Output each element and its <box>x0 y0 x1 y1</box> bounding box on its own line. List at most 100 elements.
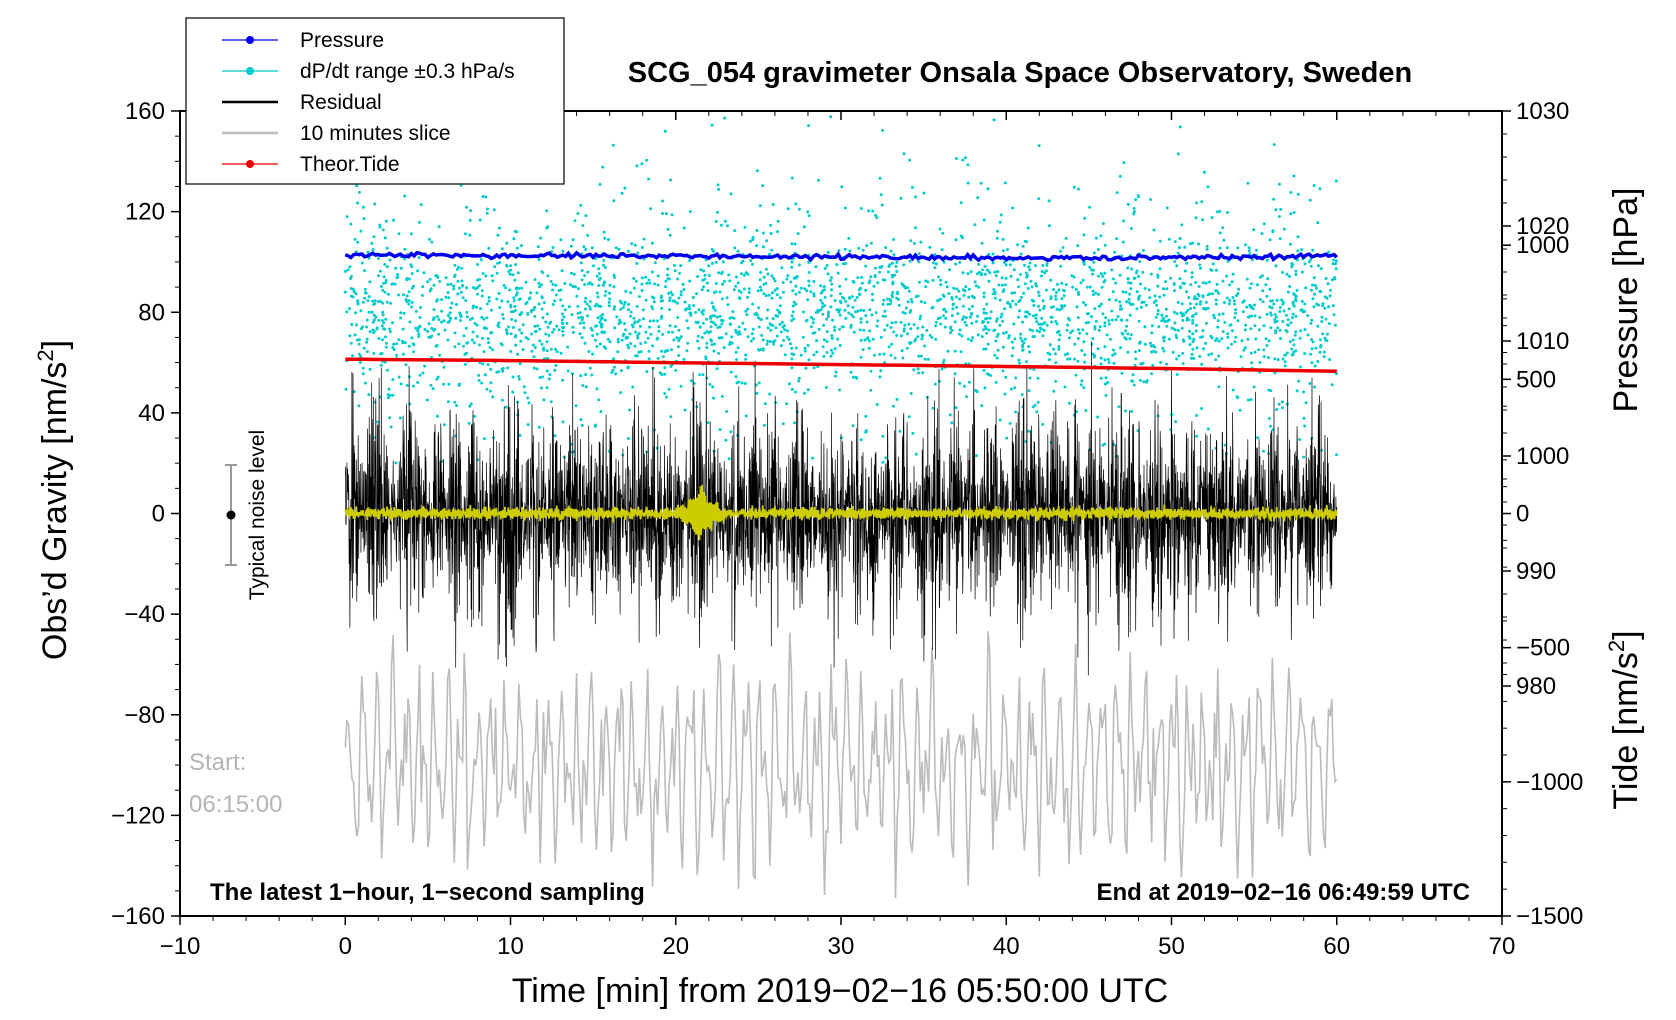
y-tick-label: −40 <box>124 601 165 628</box>
dpdt-point <box>775 334 779 338</box>
dpdt-point <box>674 368 678 372</box>
dpdt-point <box>822 354 826 358</box>
dpdt-point <box>914 337 918 341</box>
dpdt-point <box>509 332 513 336</box>
dpdt-point <box>1275 298 1279 302</box>
dpdt-point <box>973 223 977 227</box>
dpdt-point <box>430 326 434 330</box>
dpdt-point <box>509 264 513 268</box>
dpdt-point <box>744 353 748 357</box>
dpdt-point <box>668 299 672 302</box>
dpdt-point <box>1161 336 1165 340</box>
dpdt-point <box>450 301 454 305</box>
dpdt-point <box>940 367 944 371</box>
dpdt-point <box>616 337 620 341</box>
dpdt-point <box>797 379 801 383</box>
dpdt-point <box>855 376 859 380</box>
dpdt-point <box>899 334 903 338</box>
dpdt-point <box>537 258 541 261</box>
dpdt-point <box>1181 281 1185 285</box>
dpdt-point <box>1253 314 1257 318</box>
dpdt-point <box>976 333 980 337</box>
dpdt-point <box>1121 240 1125 244</box>
dpdt-point <box>782 290 785 294</box>
dpdt-point <box>954 262 958 266</box>
dpdt-point <box>576 212 580 215</box>
dpdt-point <box>619 369 623 373</box>
x-tick-label: 10 <box>497 933 524 960</box>
dpdt-point <box>666 227 670 231</box>
dpdt-point <box>606 238 610 241</box>
dpdt-point <box>1162 339 1166 343</box>
dpdt-point <box>815 339 819 343</box>
dpdt-point <box>1026 274 1029 277</box>
dpdt-point <box>1003 283 1007 287</box>
dpdt-point <box>1141 270 1145 274</box>
dpdt-point <box>588 366 592 370</box>
dpdt-point <box>345 215 349 219</box>
dpdt-point <box>1262 324 1266 328</box>
dpdt-point <box>1111 290 1115 294</box>
residual-line <box>344 341 1338 676</box>
dpdt-point <box>1231 296 1235 299</box>
dpdt-point <box>1035 410 1039 414</box>
dpdt-point <box>989 374 992 377</box>
dpdt-point <box>1032 299 1035 303</box>
y-axis-label-tide-text: Tide [nm/s <box>1607 652 1645 809</box>
dpdt-point <box>446 338 450 342</box>
dpdt-point <box>1308 382 1312 385</box>
dpdt-point <box>1099 356 1103 360</box>
dpdt-point <box>1294 349 1298 353</box>
dpdt-point <box>604 290 608 293</box>
dpdt-point <box>1036 376 1040 380</box>
dpdt-point <box>1313 364 1317 368</box>
dpdt-point <box>426 280 430 284</box>
dpdt-point <box>849 323 853 327</box>
dpdt-point <box>1290 265 1294 269</box>
dpdt-point <box>457 265 460 269</box>
dpdt-point <box>617 247 621 251</box>
dpdt-point <box>1150 331 1154 335</box>
dpdt-point <box>1265 312 1269 316</box>
dpdt-point <box>391 393 395 397</box>
dpdt-point <box>475 323 479 327</box>
dpdt-point <box>505 263 509 267</box>
dpdt-point <box>1194 312 1198 316</box>
dpdt-point <box>906 300 910 304</box>
dpdt-point <box>1282 309 1286 313</box>
dpdt-point <box>1056 330 1059 334</box>
dpdt-point <box>700 336 704 339</box>
dpdt-point <box>895 334 899 337</box>
dpdt-point <box>1175 312 1179 316</box>
dpdt-point <box>365 350 369 354</box>
dpdt-point <box>1047 358 1051 362</box>
dpdt-point <box>1294 299 1298 303</box>
dpdt-point <box>384 281 388 285</box>
dpdt-point <box>365 318 369 322</box>
dpdt-point <box>762 292 766 296</box>
dpdt-point <box>478 277 482 281</box>
dpdt-point <box>452 287 456 291</box>
dpdt-point <box>772 342 776 346</box>
dpdt-point <box>715 367 719 371</box>
dpdt-point <box>1158 267 1162 271</box>
dpdt-point <box>809 315 813 319</box>
dpdt-point <box>737 330 741 334</box>
dpdt-point <box>685 349 689 353</box>
dpdt-point <box>1068 336 1071 340</box>
dpdt-point <box>879 193 883 197</box>
dpdt-point <box>748 239 752 243</box>
dpdt-point <box>1058 308 1062 312</box>
dpdt-point <box>1126 202 1130 206</box>
dpdt-point <box>789 342 792 346</box>
dpdt-point <box>744 414 748 418</box>
dpdt-point <box>1124 409 1127 413</box>
dpdt-point <box>471 330 475 334</box>
dpdt-point <box>861 348 865 352</box>
dpdt-point <box>761 231 765 235</box>
dpdt-point <box>1052 288 1055 292</box>
dpdt-point <box>370 241 374 245</box>
dpdt-point <box>1253 324 1257 328</box>
dpdt-point <box>760 318 763 321</box>
dpdt-point <box>825 340 829 343</box>
